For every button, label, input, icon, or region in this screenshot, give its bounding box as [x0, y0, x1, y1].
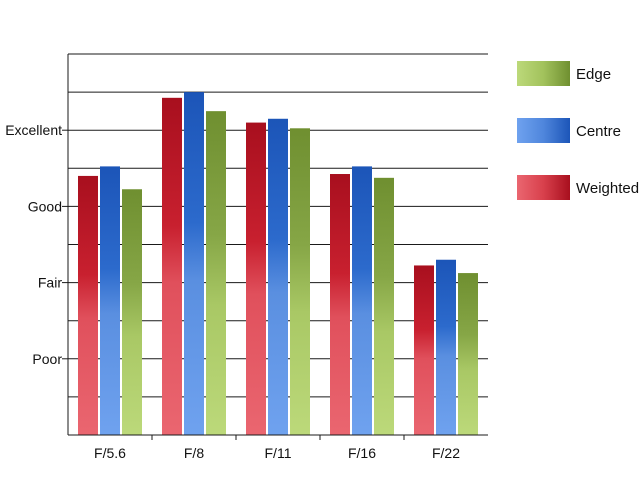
legend-label-weighted: Weighted — [576, 180, 639, 197]
bar-edge-2 — [206, 111, 226, 436]
y-tick-label: Poor — [32, 351, 62, 367]
bar-centre-3 — [268, 118, 288, 436]
x-tick-label: F/16 — [348, 445, 376, 461]
y-tick-label: Good — [28, 198, 62, 214]
bar-weighted-2 — [162, 97, 182, 435]
legend: Edge Centre Weighted — [517, 61, 639, 200]
bar-edge-4 — [374, 177, 394, 435]
y-tick-label: Fair — [38, 275, 62, 291]
bar-weighted-1 — [78, 175, 98, 436]
x-tick-label: F/8 — [184, 445, 204, 461]
legend-swatch-edge — [517, 61, 570, 86]
bar-edge-5 — [458, 273, 478, 435]
y-tick-labels: Poor Fair Good Excellent — [5, 122, 62, 367]
bar-weighted-5 — [414, 265, 434, 435]
bar-centre-5 — [436, 259, 456, 435]
bar-edge-1 — [122, 189, 142, 435]
legend-label-centre: Centre — [576, 123, 621, 140]
y-tick-label: Excellent — [5, 122, 62, 138]
x-tick-label: F/11 — [265, 445, 292, 461]
axes — [62, 54, 488, 440]
legend-swatch-centre — [517, 118, 570, 143]
x-tick-label: F/5.6 — [94, 445, 126, 461]
x-tick-labels: F/5.6 F/8 F/11 F/16 F/22 — [94, 445, 460, 461]
bar-centre-2 — [184, 92, 204, 435]
bars — [78, 92, 478, 436]
bar-centre-1 — [100, 166, 120, 435]
bar-edge-3 — [290, 128, 310, 436]
bar-centre-4 — [352, 166, 372, 435]
legend-swatch-weighted — [517, 175, 570, 200]
x-tick-label: F/22 — [432, 445, 460, 461]
bar-weighted-3 — [246, 122, 266, 435]
legend-label-edge: Edge — [576, 66, 611, 83]
bar-weighted-4 — [330, 174, 350, 435]
